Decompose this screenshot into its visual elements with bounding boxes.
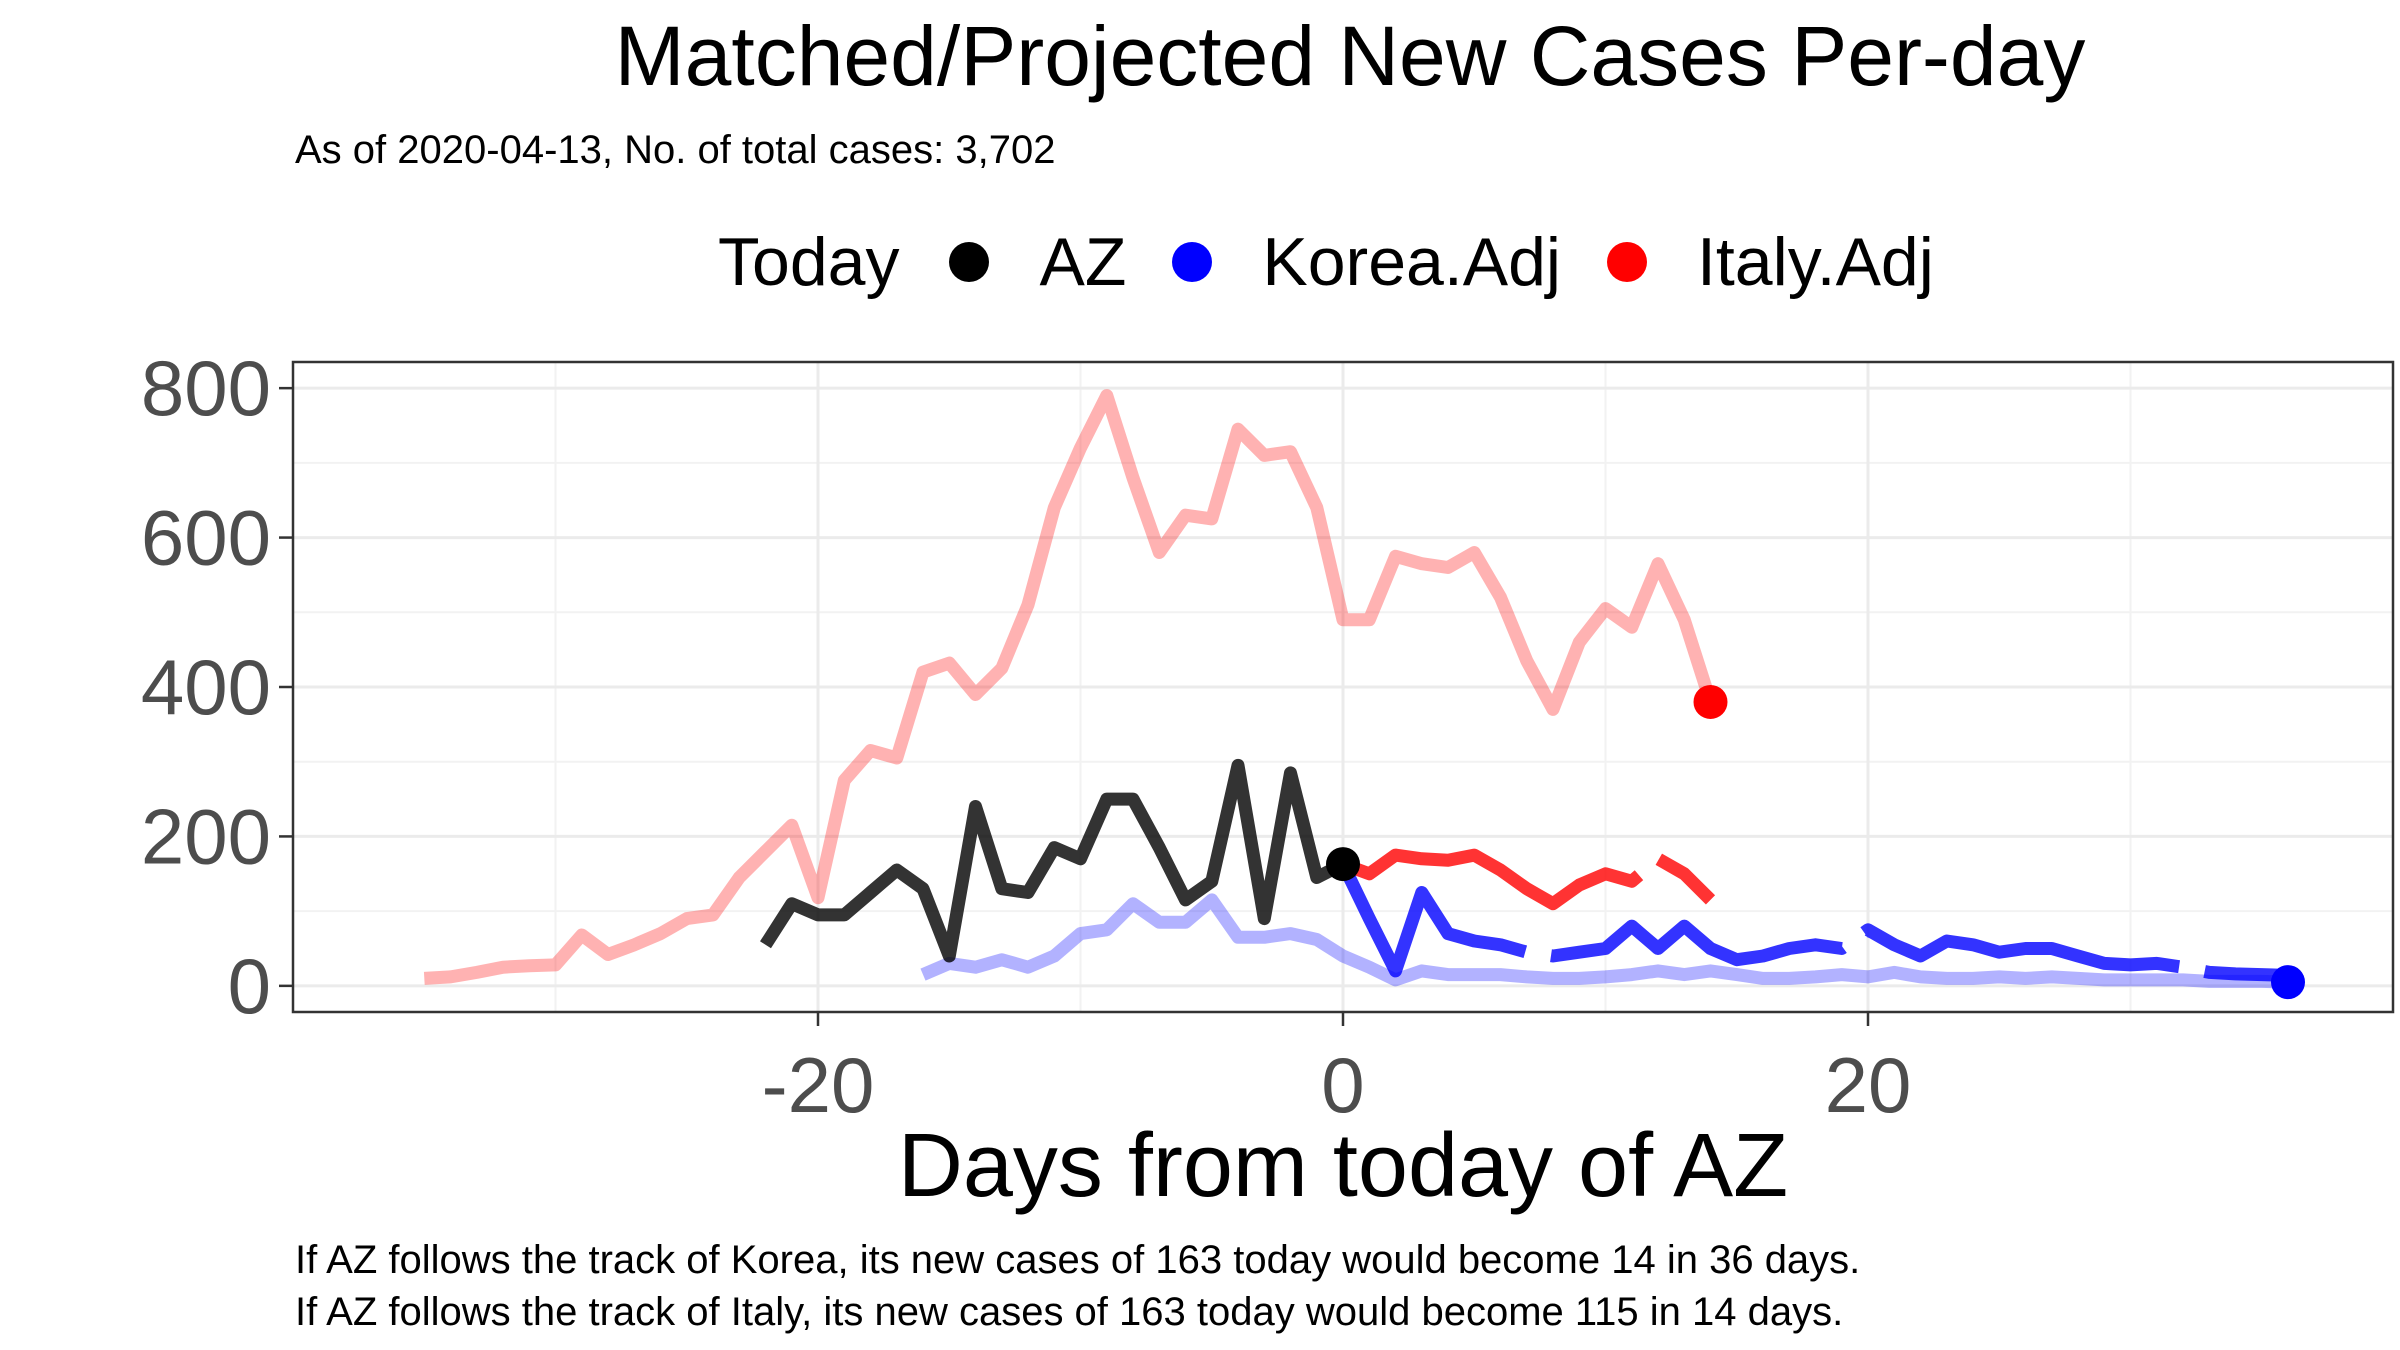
y-tick-label: 600 — [141, 494, 271, 582]
y-tick-label: 0 — [228, 942, 271, 1030]
x-tick-label: 0 — [1321, 1041, 1364, 1129]
point-italy-adj — [1693, 684, 1728, 719]
legend-dot-az — [949, 242, 990, 282]
caption-italy: If AZ follows the track of Italy, its ne… — [295, 1290, 1844, 1334]
x-tick-label: 20 — [1825, 1041, 1912, 1129]
y-tick-label: 800 — [141, 344, 271, 432]
series-line-az-past — [760, 758, 1346, 963]
legend-label-italy: Italy.Adj — [1697, 224, 1934, 300]
legend-dot-korea — [1172, 242, 1213, 282]
y-tick-label: 200 — [141, 792, 271, 880]
series-line-italy-proj — [1340, 848, 1716, 911]
legend-label-az: AZ — [1039, 224, 1127, 300]
series-line-italy-past — [423, 389, 1717, 985]
legend-item-italy: Italy.Adj — [1607, 223, 1934, 301]
series-line-korea-proj — [1337, 861, 2289, 982]
legend-dot-italy — [1607, 242, 1648, 282]
legend: Today AZ Korea.Adj Italy.Adj — [718, 222, 1980, 302]
point-az — [1326, 847, 1360, 882]
legend-title: Today — [718, 224, 900, 300]
point-korea-adj — [2271, 965, 2305, 1000]
caption-korea: If AZ follows the track of Korea, its ne… — [295, 1238, 1861, 1282]
chart-subtitle: As of 2020-04-13, No. of total cases: 3,… — [295, 128, 1056, 172]
x-tick-label: -20 — [762, 1041, 875, 1129]
legend-label-korea: Korea.Adj — [1262, 224, 1562, 300]
y-tick-label: 400 — [141, 643, 271, 731]
series-line-korea-past — [920, 893, 2289, 989]
legend-item-az: AZ — [949, 223, 1126, 301]
x-axis-label: Days from today of AZ — [897, 1116, 1789, 1216]
chart-title: Matched/Projected New Cases Per-day — [614, 9, 2086, 103]
legend-item-korea: Korea.Adj — [1172, 223, 1561, 301]
